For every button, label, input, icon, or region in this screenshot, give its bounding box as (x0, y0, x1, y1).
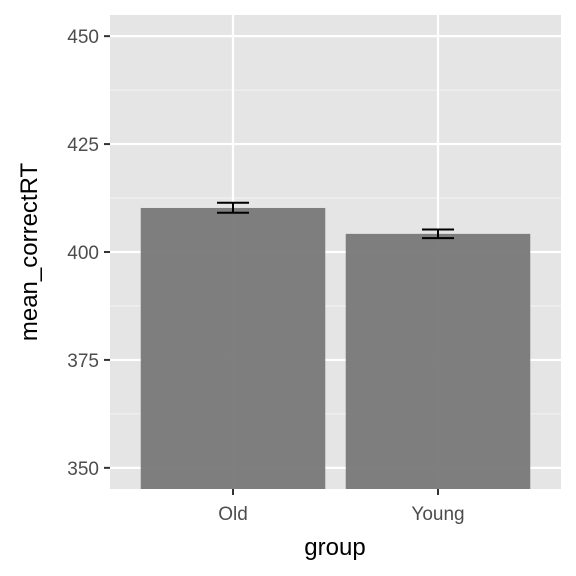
x-axis: Old Young (218, 489, 465, 525)
x-tick-label: Old (218, 504, 248, 525)
x-tick-label: Young (411, 504, 464, 525)
y-axis: 350 375 400 425 450 (67, 27, 110, 480)
y-tick-label: 400 (67, 243, 99, 264)
bar (140, 207, 326, 489)
y-axis-title: mean_correctRT (16, 163, 43, 342)
y-tick-label: 375 (67, 351, 99, 372)
bar (345, 233, 531, 489)
x-axis-title: group (304, 534, 365, 561)
y-tick-label: 450 (67, 27, 99, 48)
error-bars (217, 201, 454, 240)
bars (140, 207, 531, 489)
y-tick-label: 350 (67, 459, 99, 480)
y-tick-label: 425 (67, 135, 99, 156)
